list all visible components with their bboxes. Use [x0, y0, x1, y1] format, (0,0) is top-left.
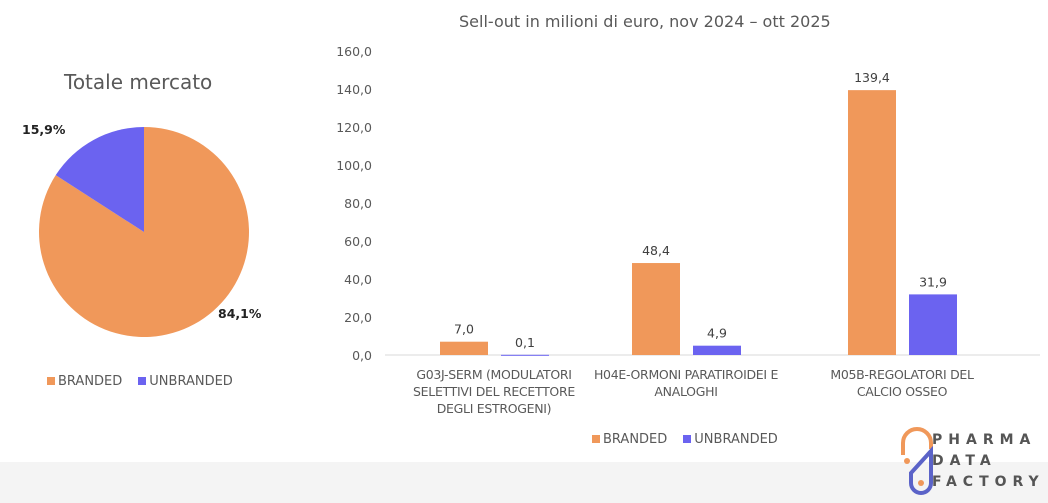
bar-branded: [632, 263, 680, 355]
y-tick-label: 80,0: [344, 196, 372, 211]
y-tick-label: 40,0: [344, 272, 372, 287]
legend-unbranded: UNBRANDED: [683, 432, 778, 447]
bar-unbranded: [501, 354, 549, 356]
legend-branded: BRANDED: [592, 432, 667, 447]
bar-data-label: 4,9: [707, 326, 727, 341]
logo-pill-icon: [901, 427, 933, 495]
bar-branded: [848, 90, 896, 355]
bar-data-label: 0,1: [515, 335, 535, 350]
pie-title: Totale mercato: [64, 70, 213, 94]
pie-label-branded: 84,1%: [218, 306, 262, 321]
bar-data-label: 31,9: [919, 274, 947, 289]
bar-unbranded: [909, 294, 957, 355]
footer-band: [0, 462, 1048, 503]
logo-text: PHARMA DATA FACTORY: [932, 432, 1045, 490]
y-tick-label: 20,0: [344, 310, 372, 325]
bar-unbranded: [693, 345, 741, 355]
y-tick-label: 0,0: [352, 348, 372, 363]
y-tick-label: 60,0: [344, 234, 372, 249]
x-category-label: G03J-SERM (MODULATORI SELETTIVI DEL RECET…: [413, 367, 575, 416]
pie-label-unbranded: 15,9%: [22, 122, 66, 137]
y-tick-label: 100,0: [336, 158, 372, 173]
bar-data-label: 7,0: [454, 322, 474, 337]
x-category-label: M05B-REGOLATORI DEL CALCIO OSSEO: [830, 367, 974, 399]
y-tick-label: 120,0: [336, 120, 372, 135]
legend-branded: BRANDED: [47, 374, 122, 389]
bar-title: Sell-out in milioni di euro, nov 2024 – …: [459, 12, 831, 31]
bar-branded: [440, 341, 488, 355]
y-tick-label: 140,0: [336, 82, 372, 97]
bar-data-label: 48,4: [642, 243, 670, 258]
legend-unbranded: UNBRANDED: [138, 374, 233, 389]
bar-data-label: 139,4: [854, 70, 890, 85]
pie-slice-unbranded: [55, 127, 144, 232]
pie-legend: BRANDED UNBRANDED: [47, 374, 233, 389]
bar-legend: BRANDED UNBRANDED: [592, 432, 778, 447]
y-tick-label: 160,0: [336, 44, 372, 59]
x-category-label: H04E-ORMONI PARATIROIDEI E ANALOGHI: [593, 367, 779, 399]
